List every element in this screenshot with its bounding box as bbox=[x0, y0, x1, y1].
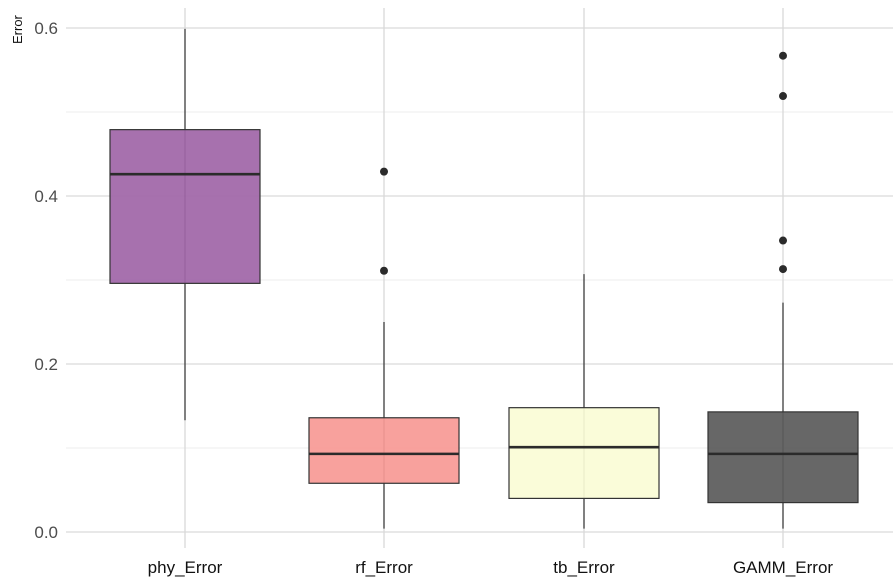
x-tick-label: rf_Error bbox=[355, 558, 413, 577]
box-rect bbox=[508, 407, 660, 499]
x-axis-ticks: phy_Error rf_Error tb_Error GAMM_Error bbox=[148, 558, 834, 577]
box-tb_Error bbox=[508, 274, 660, 529]
y-axis-title: Error bbox=[10, 14, 25, 44]
box-rect bbox=[308, 417, 460, 484]
outlier-point bbox=[779, 236, 787, 245]
y-tick-label: 0.6 bbox=[34, 19, 58, 38]
outlier-point bbox=[380, 266, 388, 275]
x-tick-label: tb_Error bbox=[553, 558, 615, 577]
box-rect bbox=[109, 129, 261, 284]
y-tick-label: 0.4 bbox=[34, 187, 58, 206]
y-tick-label: 0.0 bbox=[34, 523, 58, 542]
y-tick-label: 0.2 bbox=[34, 355, 58, 374]
boxes bbox=[109, 28, 859, 529]
outlier-point bbox=[380, 167, 388, 176]
outlier-point bbox=[779, 265, 787, 274]
box-GAMM_Error bbox=[707, 51, 859, 529]
outlier-point bbox=[779, 92, 787, 101]
y-axis-ticks: 0.0 0.2 0.4 0.6 bbox=[34, 19, 58, 542]
x-tick-label: phy_Error bbox=[148, 558, 223, 577]
box-rf_Error bbox=[308, 167, 460, 529]
outlier-point bbox=[779, 51, 787, 60]
box-phy_Error bbox=[109, 28, 261, 421]
x-tick-label: GAMM_Error bbox=[733, 558, 833, 577]
box-rect bbox=[707, 411, 859, 504]
